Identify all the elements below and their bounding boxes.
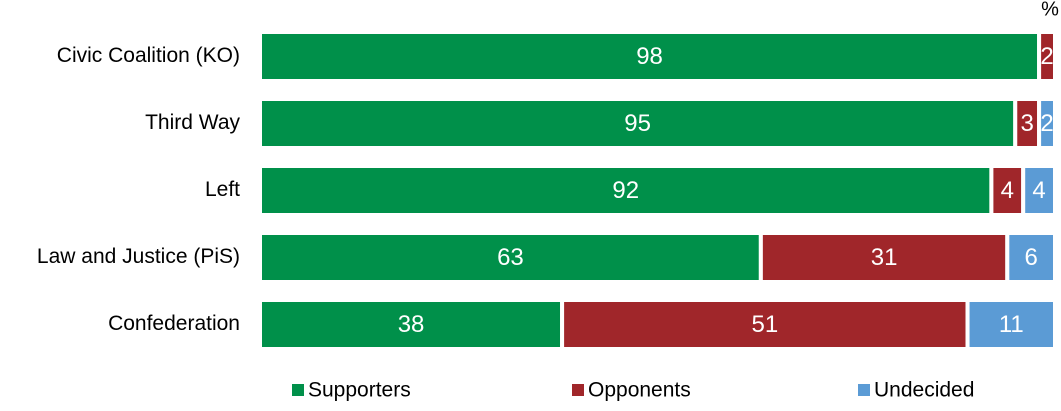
bar-segment [1021,164,1058,217]
bar-segment [965,298,1057,351]
value-label: 38 [398,311,425,338]
value-label: 92 [612,177,639,204]
value-label: 11 [999,311,1024,338]
legend-swatch [858,384,870,396]
legend-label: Opponents [588,379,691,402]
bar-segment [1037,30,1057,83]
bar-segment [560,298,970,351]
value-label: 31 [871,244,898,271]
category-label: Law and Justice (PiS) [37,245,240,268]
legend-label: Undecided [874,379,974,402]
bar-segment [1037,97,1057,150]
value-label: 6 [1024,244,1037,271]
value-label: 95 [624,110,651,137]
unit-label: % [1041,0,1059,20]
bar-segment [258,231,763,284]
bar-segment [258,97,1018,150]
legend-swatch [292,384,304,396]
category-label: Left [205,178,240,201]
value-label: 51 [751,311,778,338]
category-label: Confederation [108,312,240,335]
value-label: 2 [1040,43,1053,70]
legend-label: Supporters [308,379,411,402]
value-label: 2 [1040,110,1053,137]
bar-segment [258,298,565,351]
category-label: Civic Coalition (KO) [57,44,240,67]
bar-segment [758,231,1010,284]
category-label: Third Way [145,111,240,134]
value-label: 4 [1001,177,1014,204]
bar-segment [1005,231,1057,284]
value-label: 98 [636,43,663,70]
value-label: 63 [497,244,524,271]
value-label: 4 [1032,177,1045,204]
legend-swatch [572,384,584,396]
value-label: 3 [1020,110,1033,137]
bar-segment [258,164,994,217]
bar-segment [989,164,1026,217]
bar-segment [258,30,1042,83]
